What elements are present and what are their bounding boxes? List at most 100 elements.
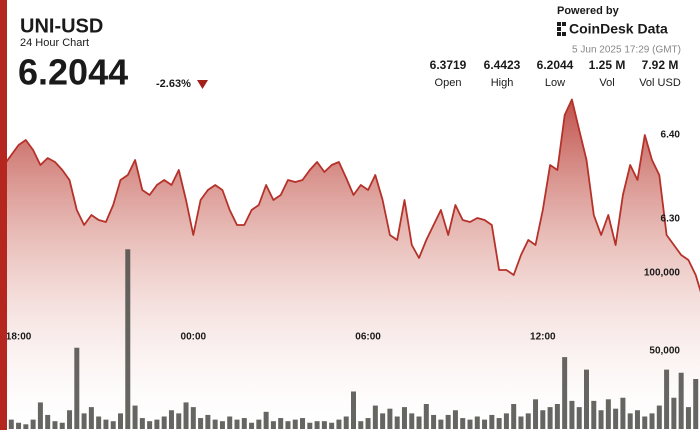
volume-bar	[409, 413, 415, 429]
x-tick-label: 06:00	[355, 332, 381, 343]
stat-value: 7.92 M	[642, 58, 679, 72]
volume-bar	[664, 369, 670, 429]
timestamp: 5 Jun 2025 17:29 (GMT)	[572, 45, 681, 56]
stat-label: Vol USD	[639, 77, 681, 89]
y-tick-label: 6.30	[661, 214, 681, 225]
volume-bar	[219, 421, 225, 429]
volume-bar	[139, 418, 145, 429]
volume-bar	[37, 402, 43, 429]
volume-bar	[30, 419, 36, 429]
volume-bar	[176, 413, 182, 429]
accent-bar	[0, 0, 7, 430]
volume-bar	[591, 400, 597, 429]
price: 6.2044	[18, 52, 128, 93]
volume-bar	[74, 347, 80, 429]
volume-bar	[438, 419, 444, 429]
volume-bar	[314, 421, 320, 429]
volume-bar	[249, 422, 255, 429]
volume-bar	[627, 413, 633, 429]
volume-bar	[671, 397, 677, 429]
volume-bar	[351, 391, 356, 429]
volume-bar	[132, 405, 138, 429]
volume-bar	[16, 422, 22, 429]
volume-bar	[642, 416, 648, 429]
stat-value: 6.3719	[430, 58, 467, 72]
volume-bar	[227, 416, 233, 429]
volume-bar	[584, 369, 589, 429]
volume-bar	[118, 413, 123, 429]
stat-value: 1.25 M	[589, 58, 626, 72]
powered-by: Powered by	[557, 5, 620, 17]
volume-bar	[656, 405, 662, 429]
volume-bar	[423, 403, 429, 429]
volume-bar	[562, 357, 568, 429]
volume-bar	[533, 399, 539, 429]
volume-bar	[198, 418, 204, 429]
volume-bar	[256, 419, 262, 429]
volume-bar	[270, 421, 276, 429]
stat-label: Low	[545, 77, 565, 89]
volume-bar	[525, 413, 531, 429]
volume-bar	[278, 418, 284, 429]
volume-bar	[685, 407, 691, 429]
volume-bar	[168, 410, 174, 429]
volume-bar	[336, 419, 342, 429]
volume-bar	[431, 414, 437, 429]
volume-bar	[401, 407, 407, 429]
volume-bar	[511, 403, 517, 429]
volume-bar	[154, 419, 160, 429]
x-tick-label: 00:00	[181, 332, 207, 343]
volume-bar	[489, 414, 495, 429]
volume-bar	[241, 418, 247, 429]
volume-bar	[365, 418, 371, 429]
volume-bar	[496, 418, 502, 429]
volume-bar	[576, 407, 582, 429]
volume-bar	[547, 407, 553, 429]
volume-bar	[329, 422, 335, 429]
logo-icon	[557, 22, 566, 36]
volume-bar	[88, 407, 94, 429]
plot: 6.40 6.30 100,000 50,000 18:00 00:00 06:00 12:0…	[1, 98, 700, 429]
x-tick-label: 12:00	[530, 332, 556, 343]
volume-bar	[8, 419, 14, 429]
volume-bar	[482, 419, 488, 429]
volume-bar	[474, 416, 480, 429]
volume-bar	[161, 416, 167, 429]
volume-bar	[693, 378, 699, 429]
volume-bar	[598, 410, 604, 429]
volume-bar	[634, 410, 640, 429]
volume-bar	[285, 421, 291, 429]
title: UNI-USD	[20, 15, 103, 37]
y-tick-label: 6.40	[661, 130, 681, 141]
volume-bar	[190, 407, 196, 429]
stats: 6.3719 Open 6.4423 High 6.2044 Low 1.25 M Vol 7.…	[430, 58, 681, 89]
volume-bar	[59, 422, 65, 429]
volume-bar	[263, 411, 269, 429]
volume-bar	[183, 402, 189, 429]
volume-bar	[300, 418, 306, 429]
x-tick-label: 18:00	[6, 332, 32, 343]
volume-bar	[452, 410, 458, 429]
y2-tick-label: 100,000	[644, 267, 681, 278]
stat-label: High	[491, 77, 514, 89]
y2-tick-label: 50,000	[649, 346, 680, 357]
volume-bar	[110, 421, 116, 429]
volume-bar	[416, 416, 422, 429]
volume-bar	[45, 414, 51, 429]
volume-bar	[23, 424, 29, 429]
volume-bar	[649, 413, 655, 429]
volume-bar	[554, 403, 560, 429]
volume-bar	[103, 419, 109, 429]
stat-label: Vol	[599, 77, 614, 89]
volume-bar	[205, 414, 211, 429]
volume-bar	[540, 410, 546, 429]
volume-bar	[52, 421, 58, 429]
stat-label: Open	[435, 77, 462, 89]
volume-bar	[445, 414, 451, 429]
volume-bar	[372, 405, 378, 429]
volume-bar	[292, 419, 298, 429]
volume-bar	[234, 419, 240, 429]
volume-bar	[212, 419, 218, 429]
volume-bar	[343, 416, 349, 429]
